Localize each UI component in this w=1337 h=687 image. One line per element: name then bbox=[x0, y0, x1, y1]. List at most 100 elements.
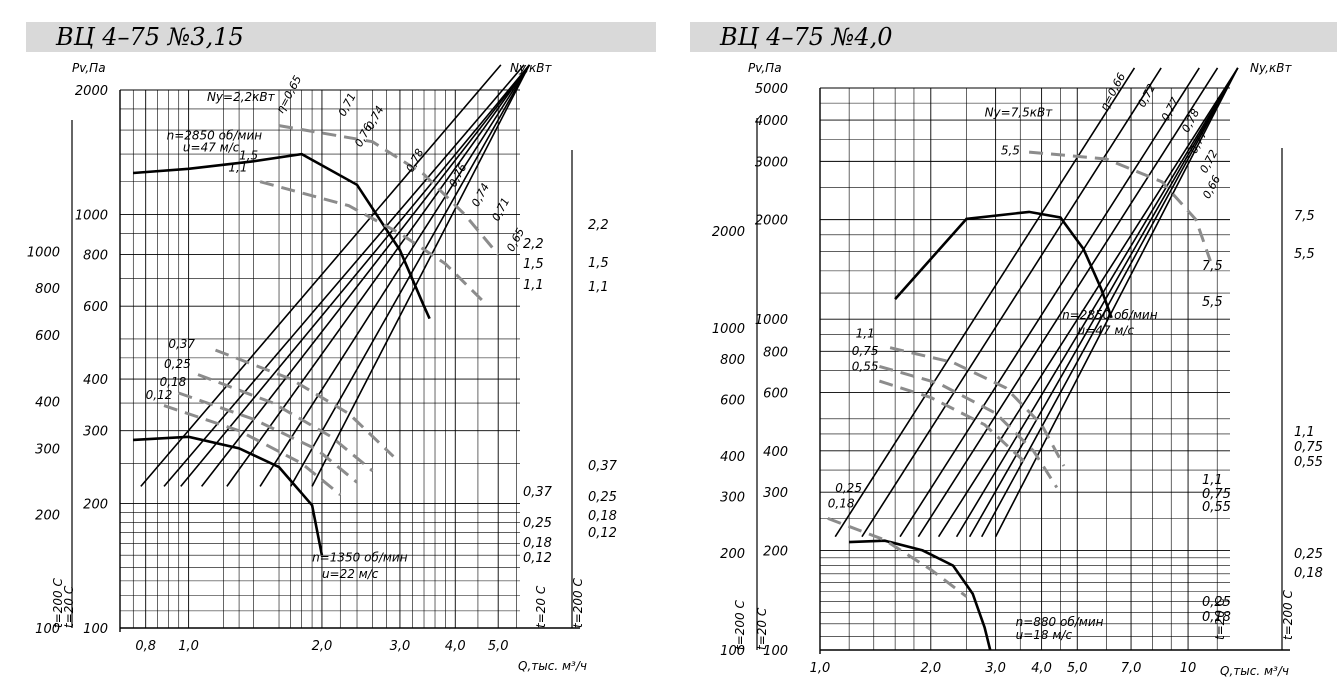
power-curve-dashed bbox=[259, 180, 484, 302]
y-tick-label-t200: 300 bbox=[35, 442, 60, 457]
y-tick-label-t200: 400 bbox=[35, 395, 60, 410]
temp-label-200-right: t=200 С bbox=[1281, 590, 1295, 640]
rpm-curve bbox=[133, 152, 431, 320]
y-tick-label-t200: 200 bbox=[35, 509, 60, 524]
y-axis-title: Pv,Па bbox=[748, 61, 782, 75]
power-label: 0,37 bbox=[168, 337, 195, 351]
temp-label-200: t=200 С bbox=[733, 600, 747, 650]
efficiency-ray bbox=[994, 67, 1239, 538]
power-curve-dashed bbox=[1028, 150, 1212, 262]
ny-tick-label-t200: 0,55 bbox=[1294, 455, 1323, 470]
y-tick-label: 2000 bbox=[75, 84, 108, 99]
x-axis-title: Q,тыс. м³/ч bbox=[518, 659, 587, 673]
power-curve-dashed bbox=[214, 348, 395, 458]
power-label: 0,12 bbox=[146, 388, 173, 402]
power-label: 1,5 bbox=[239, 148, 258, 162]
ny-tick-label: 7,5 bbox=[1202, 259, 1223, 274]
power-label: 0,25 bbox=[164, 357, 191, 371]
y2-axis-title: Ny,кВт bbox=[510, 61, 552, 75]
ny-tick-label-t200: 1,1 bbox=[588, 280, 609, 295]
ny-tick-label-t200: 0,12 bbox=[588, 526, 617, 541]
y-tick-label: 400 bbox=[763, 445, 788, 460]
y-tick-label-t200: 800 bbox=[35, 282, 60, 297]
rpm-curve bbox=[849, 539, 992, 651]
speed-label-low: u=18 м/с bbox=[1016, 628, 1073, 642]
y-tick-label-t200: 100 bbox=[35, 622, 60, 637]
rpm-label-high: n=2850 об/мин bbox=[1062, 308, 1158, 322]
ny-tick-label-t200: 0,18 bbox=[1294, 566, 1323, 581]
chart-panel-vc-3-15: ВЦ 4–75 №3,15 0,8 1,0 2,0 3,0 4,0 5,0 100 200 30… bbox=[0, 0, 668, 687]
temp-label-20: t=20 С bbox=[62, 585, 76, 628]
fan-performance-chart: 1,0 2,0 3,0 4,0 5,0 7,0 10 100 200 300 400 600 800 10… bbox=[712, 61, 1323, 678]
ny-tick-label: 2,2 bbox=[523, 237, 544, 252]
y2-axis-title: Ny,кВт bbox=[1250, 61, 1292, 75]
ny-tick-label: 0,75 bbox=[1202, 487, 1231, 502]
efficiency-label: 0,72 bbox=[1135, 82, 1158, 110]
power-curve-dashed bbox=[278, 124, 500, 256]
y-tick-label: 2000 bbox=[755, 214, 788, 229]
power-curve-dashed bbox=[163, 404, 342, 496]
y-tick-label: 600 bbox=[83, 300, 108, 315]
efficiency-label: 0,71 bbox=[336, 91, 359, 119]
x-tick-label: 5,0 bbox=[488, 639, 509, 654]
fan-performance-chart: 0,8 1,0 2,0 3,0 4,0 5,01002003004006008001000… bbox=[27, 61, 618, 673]
ny-tick-label-t200: 0,18 bbox=[588, 509, 617, 524]
efficiency-label: 0,78 bbox=[404, 147, 427, 175]
y-tick-label: 3000 bbox=[755, 155, 788, 170]
ny-tick-label-t200: 0,75 bbox=[1294, 440, 1323, 455]
ny-tick-label-t200: 1,5 bbox=[588, 256, 609, 271]
power-label: 0,25 bbox=[835, 481, 862, 495]
y-tick-label: 4000 bbox=[755, 114, 788, 129]
efficiency-label: 0,71 bbox=[489, 195, 512, 223]
ny-tick-label: 0,25 bbox=[1202, 595, 1231, 610]
rpm-label-low: n=1350 об/мин bbox=[312, 550, 408, 564]
chart-title: ВЦ 4–75 №4,0 bbox=[720, 23, 893, 51]
temp-label-20-right: t=20 С bbox=[534, 585, 548, 628]
x-tick-label: 4,0 bbox=[1031, 661, 1052, 676]
efficiency-ray bbox=[899, 67, 1200, 538]
chart-panel-vc-4-0: ВЦ 4–75 №4,0 1,0 2,0 3,0 4,0 5,0 7,0 10 100 200 3… bbox=[690, 0, 1337, 687]
rpm-label-low: n=880 об/мин bbox=[1016, 615, 1104, 629]
speed-label-high: u=47 м/с bbox=[183, 141, 240, 155]
efficiency-ray bbox=[980, 67, 1239, 538]
y-tick-label: 800 bbox=[763, 345, 788, 360]
power-label: 1,1 bbox=[856, 327, 875, 341]
efficiency-label: η=0,66 bbox=[1098, 71, 1129, 113]
y-tick-label: 300 bbox=[83, 425, 108, 440]
power-curve-dashed bbox=[178, 391, 358, 484]
power-label: Ny=7,5кВт bbox=[985, 106, 1054, 120]
power-label: 0,75 bbox=[852, 344, 879, 358]
temp-label-20: t=20 С bbox=[755, 607, 769, 650]
y-tick-label-t200: 200 bbox=[720, 547, 745, 562]
x-axis-title: Q,тыс. м³/ч bbox=[1220, 664, 1289, 678]
power-curve-dashed bbox=[878, 379, 1026, 464]
ny-tick-label: 1,5 bbox=[523, 257, 544, 272]
ny-tick-label: 0,25 bbox=[523, 516, 552, 531]
ny-tick-label-t200: 7,5 bbox=[1294, 209, 1315, 224]
x-tick-label: 10 bbox=[1180, 661, 1197, 676]
x-tick-label: 4,0 bbox=[445, 639, 466, 654]
y-tick-label: 400 bbox=[83, 373, 108, 388]
y-tick-label-t200: 1000 bbox=[712, 322, 745, 337]
rpm-label-high: n=2850 об/мин bbox=[167, 128, 263, 142]
ny-tick-label: 0,55 bbox=[1202, 500, 1231, 515]
chart-title-bar: ВЦ 4–75 №4,0 bbox=[690, 22, 1337, 52]
efficiency-ray bbox=[861, 67, 1162, 538]
y-tick-label: 300 bbox=[763, 486, 788, 501]
ny-tick-label-t200: 0,25 bbox=[588, 490, 617, 505]
y-tick-label-t200: 300 bbox=[720, 490, 745, 505]
chart-title-bar: ВЦ 4–75 №3,15 bbox=[26, 22, 656, 52]
efficiency-label: 0,74 bbox=[469, 181, 492, 209]
temp-label-200: t=200 С bbox=[51, 578, 65, 628]
x-tick-label: 1,0 bbox=[178, 639, 199, 654]
x-tick-label: 3,0 bbox=[985, 661, 1006, 676]
y-tick-label: 100 bbox=[763, 644, 788, 659]
temp-label-200-right: t=200 С bbox=[571, 578, 585, 628]
ny-tick-label-t200: 1,1 bbox=[1294, 425, 1315, 440]
y-tick-label-t200: 400 bbox=[720, 450, 745, 465]
efficiency-ray bbox=[163, 64, 525, 487]
x-tick-label: 5,0 bbox=[1067, 661, 1088, 676]
ny-tick-label: 0,12 bbox=[523, 551, 552, 566]
speed-label-high: u=47 м/с bbox=[1078, 323, 1135, 337]
ny-tick-label: 1,1 bbox=[523, 278, 544, 293]
